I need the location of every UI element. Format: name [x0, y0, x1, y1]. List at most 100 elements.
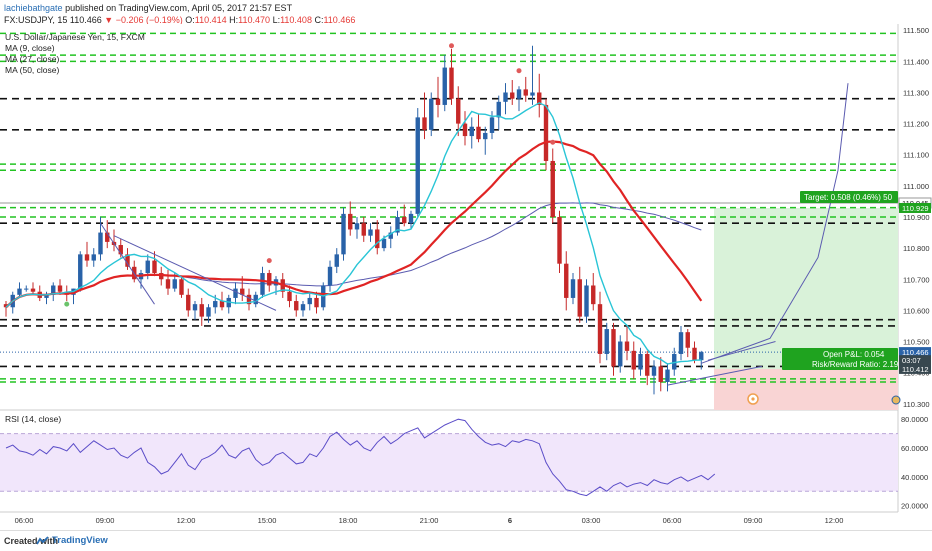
candle-body — [368, 229, 373, 236]
publish-info: lachiebathgate published on TradingView.… — [4, 3, 292, 13]
target-label: Target: 0.508 (0.46%) 50 — [800, 191, 898, 203]
price-chart[interactable]: U.S. Dollar/Japanese Yen, 15, FXCM MA (9… — [0, 0, 932, 530]
candle-body — [294, 301, 299, 311]
price-tag-box — [899, 347, 931, 358]
rsi-guides — [0, 433, 898, 492]
candle-body — [624, 341, 630, 351]
rsi-label[interactable]: RSI (14, close) — [5, 414, 61, 424]
legend-ma9[interactable]: MA (9, close) — [5, 43, 55, 53]
candle-body — [489, 117, 495, 133]
price-tag-box — [899, 355, 931, 366]
price-tick-label: 111.100 — [903, 151, 929, 160]
stop-zone[interactable] — [714, 368, 898, 410]
candle-body — [17, 288, 22, 295]
svg-text:Risk/Reward Ratio: 2.19: Risk/Reward Ratio: 2.19 — [812, 360, 899, 369]
target-zone[interactable] — [714, 207, 898, 369]
candle-body — [570, 279, 576, 298]
candle-body — [638, 353, 643, 370]
candle-body — [172, 279, 177, 289]
candle-body — [118, 245, 123, 255]
candle-body — [408, 213, 414, 224]
candle-body — [125, 254, 130, 267]
price-tick-label: 111.000 — [903, 182, 929, 191]
candle-body — [496, 101, 501, 118]
candle-body — [152, 260, 157, 274]
candle-body — [645, 353, 650, 376]
price-tick-label: 111.400 — [903, 57, 929, 66]
horizontal-levels[interactable] — [0, 32, 898, 383]
candle-body — [591, 285, 596, 305]
candle-body — [334, 254, 339, 267]
candle-body — [44, 294, 49, 298]
rsi-polyline — [5, 418, 716, 497]
projection-path — [701, 83, 849, 364]
candle-body — [449, 67, 454, 99]
candle-body — [24, 288, 29, 290]
price-tick-label: 110.700 — [903, 275, 930, 284]
scroll-handle[interactable] — [891, 395, 901, 405]
trendline — [100, 222, 155, 305]
candle-body — [348, 213, 353, 230]
open-value: 110.414 — [194, 15, 227, 25]
time-axis[interactable]: 06:00 09:00 12:00 15:00 18:00 21:00 6 03:00 06:0… — [15, 516, 844, 525]
ma9-line — [5, 102, 702, 365]
candle-body — [564, 263, 569, 298]
author-link[interactable]: lachiebathgate — [4, 3, 63, 13]
legend-ma50[interactable]: MA (50, close) — [5, 65, 59, 75]
candle-body — [213, 301, 218, 308]
candle-body — [685, 332, 690, 348]
price-tag-label: 03:07 — [902, 356, 921, 365]
price-tag-box — [899, 363, 931, 374]
candle-body — [537, 92, 542, 105]
candle-body — [388, 232, 393, 239]
ma27-line — [5, 140, 703, 309]
price-tick-label: 110.500 — [903, 338, 930, 347]
candle-body — [631, 350, 636, 370]
candle-body — [381, 238, 387, 249]
price-tag-label: 110.929 — [902, 204, 929, 213]
candle-body — [98, 232, 103, 255]
time-tick-label: 15:00 — [258, 516, 277, 525]
candle-body — [665, 369, 670, 382]
candle-body — [354, 223, 360, 230]
candle-body — [611, 329, 616, 367]
candle-body — [240, 288, 245, 295]
time-tick-label: 12:00 — [825, 516, 844, 525]
candle-body — [341, 213, 346, 255]
candle-body — [699, 352, 704, 361]
trendline-drawings[interactable] — [64, 43, 849, 386]
low-value: 110.408 — [280, 15, 312, 25]
footer: Created with TradingView — [0, 530, 932, 551]
candle-body — [51, 285, 56, 295]
candle-body — [530, 92, 535, 96]
candle-body — [422, 117, 427, 130]
candle-body — [604, 329, 609, 354]
candle-body — [651, 366, 657, 376]
signal-dot — [550, 139, 556, 145]
candle-body — [105, 232, 110, 242]
trendline — [667, 365, 763, 386]
low-label: L: — [272, 15, 281, 25]
candle-body — [30, 288, 36, 292]
candle-body — [300, 304, 306, 311]
tradingview-brand[interactable]: TradingView — [52, 535, 108, 546]
candle-body — [550, 160, 555, 217]
candle-body — [361, 223, 366, 236]
candle-body — [57, 285, 63, 292]
candle-body — [233, 288, 238, 298]
time-tick-label: 03:00 — [582, 516, 601, 525]
candle-body — [159, 273, 164, 280]
legend-ma27[interactable]: MA (27, close) — [5, 54, 59, 64]
candle-body — [314, 297, 319, 308]
svg-text:Open P&L: 0.054: Open P&L: 0.054 — [823, 350, 885, 359]
legend-title: U.S. Dollar/Japanese Yen, 15, FXCM — [5, 32, 145, 42]
candle-body — [395, 217, 400, 233]
candle-body — [327, 266, 333, 286]
rsi-tick-label: 40.0000 — [901, 473, 928, 482]
candle-body — [78, 254, 83, 289]
candle-body — [219, 301, 225, 308]
time-tick-label: 06:00 — [663, 516, 682, 525]
rsi-axis: 80.0000 60.0000 40.0000 20.0000 — [901, 415, 928, 510]
candle-body — [3, 304, 9, 308]
